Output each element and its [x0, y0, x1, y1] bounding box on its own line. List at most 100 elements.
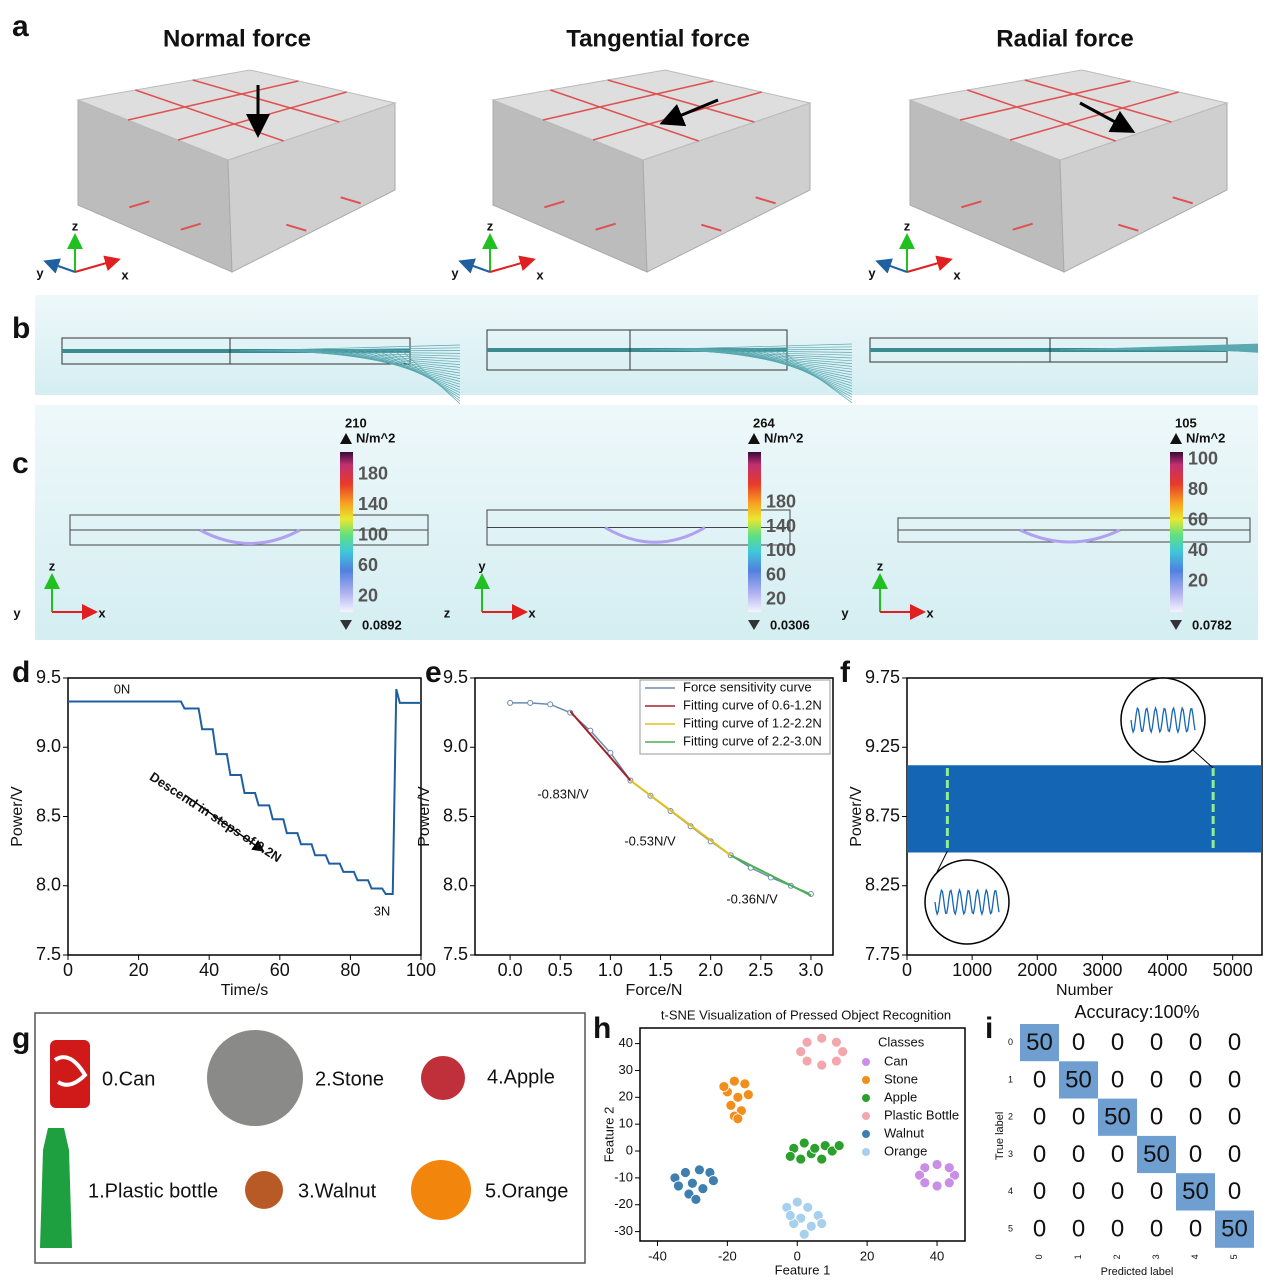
x-tick-label: 4 [1190, 1254, 1200, 1259]
colorbar-tick-label: 140 [766, 516, 796, 536]
scatter-point [680, 1167, 691, 1178]
cell-value: 0 [1111, 1215, 1124, 1242]
y-tick-label: 9.5 [443, 667, 468, 687]
matrix-cell [1137, 1173, 1176, 1211]
stress-region [604, 526, 706, 544]
electrode-line [607, 79, 755, 123]
colorbar-unit: N/m^2 [764, 430, 803, 445]
matrix-cell [1020, 1024, 1059, 1062]
electrode-line [542, 80, 714, 121]
cell-value: 50 [1026, 1029, 1053, 1056]
matrix-cell [1215, 1098, 1254, 1136]
orange-picture [411, 1160, 471, 1220]
y-tick-label: -30 [614, 1223, 633, 1238]
object-label: 1.Plastic bottle [88, 1180, 218, 1202]
scatter-point [718, 1081, 730, 1092]
matrix-cell [1176, 1135, 1215, 1174]
panel-label: d [12, 656, 30, 689]
x-axis-label: Number [1056, 982, 1114, 999]
min-marker [1170, 620, 1182, 630]
inset-circle [924, 859, 1010, 945]
colorbar [340, 452, 353, 612]
y-tick-label: 30 [619, 1062, 633, 1077]
force-arrow [1079, 101, 1136, 133]
matrix-cell [1137, 1135, 1176, 1174]
cell-value: 0 [1033, 1066, 1046, 1093]
y-axis-label: Feature 2 [601, 1107, 616, 1163]
x-tick-label: 80 [340, 960, 360, 980]
y-tick-label: 0 [1008, 1037, 1013, 1047]
inset-wave [934, 887, 1000, 917]
scatter-point [805, 1220, 817, 1232]
cell-value: 0 [1111, 1066, 1124, 1093]
axis-arrow [43, 258, 76, 274]
matrix-cell [1176, 1210, 1215, 1248]
electrode-line [1009, 91, 1179, 141]
matrix-cell [1098, 1210, 1137, 1248]
deformation-line [780, 349, 853, 404]
matrix-cell [1215, 1061, 1254, 1099]
data-point [607, 749, 614, 756]
electrode-line [701, 223, 722, 232]
scatter-point [742, 1089, 754, 1101]
panel-label: f [840, 656, 851, 689]
scatter-point [798, 1228, 810, 1240]
annotation: Descend in steps of 0.2N [147, 769, 284, 865]
scatter-point [707, 1175, 719, 1186]
panel-label: e [425, 656, 442, 689]
data-point [547, 701, 554, 708]
scatter-point [809, 1142, 821, 1154]
x-tick-label: 3 [1151, 1254, 1161, 1259]
cell-value: 0 [1189, 1141, 1202, 1168]
panel-c-background [35, 405, 1258, 640]
electrode-line [755, 196, 776, 205]
y-axis-label: Power/V [848, 786, 865, 847]
x-axis-label: Predicted label [1101, 1266, 1174, 1278]
x-tick-label: 100 [406, 960, 436, 980]
axis-arrow [458, 258, 491, 274]
cell-value: 50 [1221, 1215, 1248, 1242]
colorbar-max: 105 [1175, 415, 1197, 430]
x-tick-label: 2000 [1017, 960, 1057, 980]
axis-letter: x [528, 605, 536, 620]
cell-value: 0 [1111, 1141, 1124, 1168]
deformation-line [773, 349, 853, 401]
matrix-cell [1098, 1135, 1137, 1174]
scatter-point [732, 1091, 744, 1103]
deformation-line [402, 350, 461, 405]
y-tick-label: 8.75 [865, 805, 900, 825]
axis-letter: z [49, 558, 56, 573]
axis-letter: y [13, 605, 21, 620]
electrode-line [967, 89, 1116, 142]
colorbar-min: 0.0892 [362, 617, 402, 632]
scatter-point [784, 1150, 796, 1162]
annotation: 3N [374, 903, 391, 918]
y-tick-label: 40 [619, 1035, 633, 1050]
panel-label: c [12, 447, 29, 480]
cell-value: 0 [1150, 1104, 1163, 1131]
matrix-cell [1020, 1135, 1059, 1174]
x-tick-label: 2 [1112, 1254, 1122, 1259]
x-tick-label: 0 [63, 960, 73, 980]
panel-label: i [985, 1012, 993, 1045]
matrix-cell [1137, 1098, 1176, 1136]
y-tick-label: 9.0 [443, 736, 468, 756]
cell-value: 0 [1150, 1178, 1163, 1205]
legend-title: Classes [878, 1034, 925, 1049]
matrix-cell [1176, 1098, 1215, 1136]
y-tick-label: 2 [1008, 1112, 1013, 1122]
descend-arrow [184, 794, 265, 852]
colorbar-tick-label: 20 [1188, 570, 1208, 590]
inset-connector [1192, 749, 1214, 769]
plot-frame [639, 1027, 966, 1242]
deformation-line [363, 350, 461, 391]
annotation: -0.53N/V [624, 833, 676, 848]
colorbar-tick-label: 180 [358, 464, 388, 484]
legend-label: Fitting curve of 1.2-2.2N [683, 715, 822, 730]
scatter-point [697, 1183, 709, 1195]
deformation-line [378, 350, 461, 396]
annotation: -0.36N/V [726, 891, 778, 906]
cell-value: 0 [1189, 1104, 1202, 1131]
x-tick-label: 4000 [1148, 960, 1188, 980]
